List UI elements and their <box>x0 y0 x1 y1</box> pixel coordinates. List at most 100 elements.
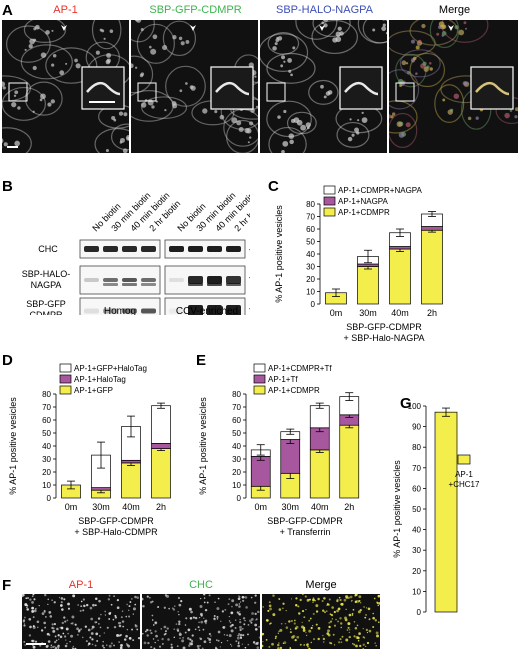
golgi-spot <box>288 133 295 139</box>
vesicle-dot <box>213 614 216 617</box>
vesicle-dot <box>239 636 243 639</box>
chart-e: 0 10 20 30 40 50 60 70 80 % AP-1 positive vesicle… <box>196 354 368 564</box>
vesicle-dot <box>118 641 120 643</box>
vesicle-dot <box>50 644 53 647</box>
vesicle-dot <box>187 637 190 640</box>
golgi-spot <box>361 111 364 115</box>
band <box>188 305 203 317</box>
vesicle-dot <box>151 614 154 617</box>
vesicle-dot <box>120 644 123 647</box>
golgi-spot <box>106 58 111 63</box>
golgi-spot <box>390 115 394 119</box>
vesicle-dot <box>262 640 264 643</box>
vesicle-dot <box>328 621 331 624</box>
vesicle-dot <box>182 636 185 639</box>
vesicle-dot <box>106 644 108 646</box>
micrograph-nagpa <box>260 20 387 153</box>
vesicle-dot <box>249 619 252 623</box>
vesicle-dot <box>132 607 136 611</box>
cell-outline <box>409 20 459 46</box>
golgi-spot <box>123 112 128 117</box>
vesicle-dot <box>67 607 71 610</box>
vesicle-dot <box>108 594 111 597</box>
vesicle-dot <box>204 620 208 624</box>
vesicle-dot <box>227 603 230 606</box>
vesicle-dot <box>306 645 310 648</box>
vesicle-dot <box>191 634 194 637</box>
vesicle-dot <box>149 596 151 599</box>
vesicle-dot <box>192 616 196 619</box>
vesicle-dot <box>181 639 185 643</box>
vesicle-dot <box>155 634 158 638</box>
vesicle-dot <box>347 622 351 626</box>
vesicle-dot <box>244 646 247 649</box>
golgi-spot <box>103 37 106 40</box>
vesicle-dot <box>362 627 364 630</box>
y-tick-label: 30 <box>306 263 315 272</box>
vesicle-dot <box>244 596 248 599</box>
x-tick-label: 40m <box>391 308 409 318</box>
group-homog: Homog <box>104 306 136 315</box>
band <box>84 278 99 282</box>
legend-swatch <box>457 454 471 465</box>
vesicle-dot <box>199 637 203 641</box>
vesicle-dot <box>39 644 42 647</box>
vesicle-dot <box>54 640 57 644</box>
vesicle-dot <box>377 594 380 598</box>
vesicle-dot <box>216 616 219 619</box>
golgi-spot <box>51 29 54 32</box>
vesicle-dot <box>62 632 65 635</box>
vesicle-dot <box>150 631 153 635</box>
vesicle-dot <box>254 627 258 631</box>
vesicle-dot <box>228 634 232 638</box>
vesicle-dot <box>170 643 173 646</box>
vesicle-dot <box>247 623 250 626</box>
vesicle-dot <box>321 600 324 603</box>
golgi-spot <box>382 23 386 27</box>
x-tick-label: 30m <box>92 502 110 512</box>
y-tick-label: 80 <box>412 443 421 452</box>
cell-outline <box>2 127 32 153</box>
vesicle-dot <box>52 645 55 649</box>
vesicle-dot <box>87 644 89 646</box>
golgi-spot <box>101 29 105 33</box>
band <box>141 278 156 282</box>
vesicle-dot <box>47 598 49 601</box>
golgi-spot <box>354 127 360 133</box>
vesicle-dot <box>308 647 311 649</box>
vesicle-dot <box>43 609 46 612</box>
vesicle-dot <box>351 614 354 616</box>
vesicle-dot <box>117 621 121 625</box>
vesicle-dot <box>66 642 68 645</box>
vesicle-dot <box>230 643 232 646</box>
cell-outline <box>389 69 420 110</box>
vesicle-dot <box>149 629 152 632</box>
panel-f-title-merge: Merge <box>305 579 337 591</box>
golgi-spot <box>429 67 433 71</box>
vesicle-dot <box>134 624 138 628</box>
vesicle-dot <box>274 637 277 640</box>
cell-outline <box>2 75 32 102</box>
vesicle-dot <box>128 636 132 640</box>
vesicle-dot <box>268 604 272 608</box>
y-tick-label: 20 <box>232 468 241 477</box>
vesicle-dot <box>349 595 353 599</box>
golgi-spot <box>248 62 254 68</box>
vesicle-dot <box>221 610 224 613</box>
legend-label: AP-1 <box>455 470 473 479</box>
x-axis-label: + SBP-Halo-CDMPR <box>74 527 158 537</box>
golgi-spot <box>151 105 155 109</box>
vesicle-dot <box>77 634 79 636</box>
panel-a-title-nagpa: SBP-HALO-NAGPA <box>276 4 373 16</box>
vesicle-dot <box>272 594 275 597</box>
golgi-spot <box>13 94 17 97</box>
vesicle-dot <box>70 634 74 638</box>
vesicle-dot <box>365 614 367 616</box>
bar-segment <box>250 456 271 487</box>
golgi-spot <box>322 20 326 21</box>
vesicle-dot <box>336 599 339 603</box>
vesicle-dot <box>98 599 101 603</box>
cell-outline <box>23 20 67 44</box>
vesicle-dot <box>210 635 212 637</box>
vesicle-dot <box>178 613 180 616</box>
